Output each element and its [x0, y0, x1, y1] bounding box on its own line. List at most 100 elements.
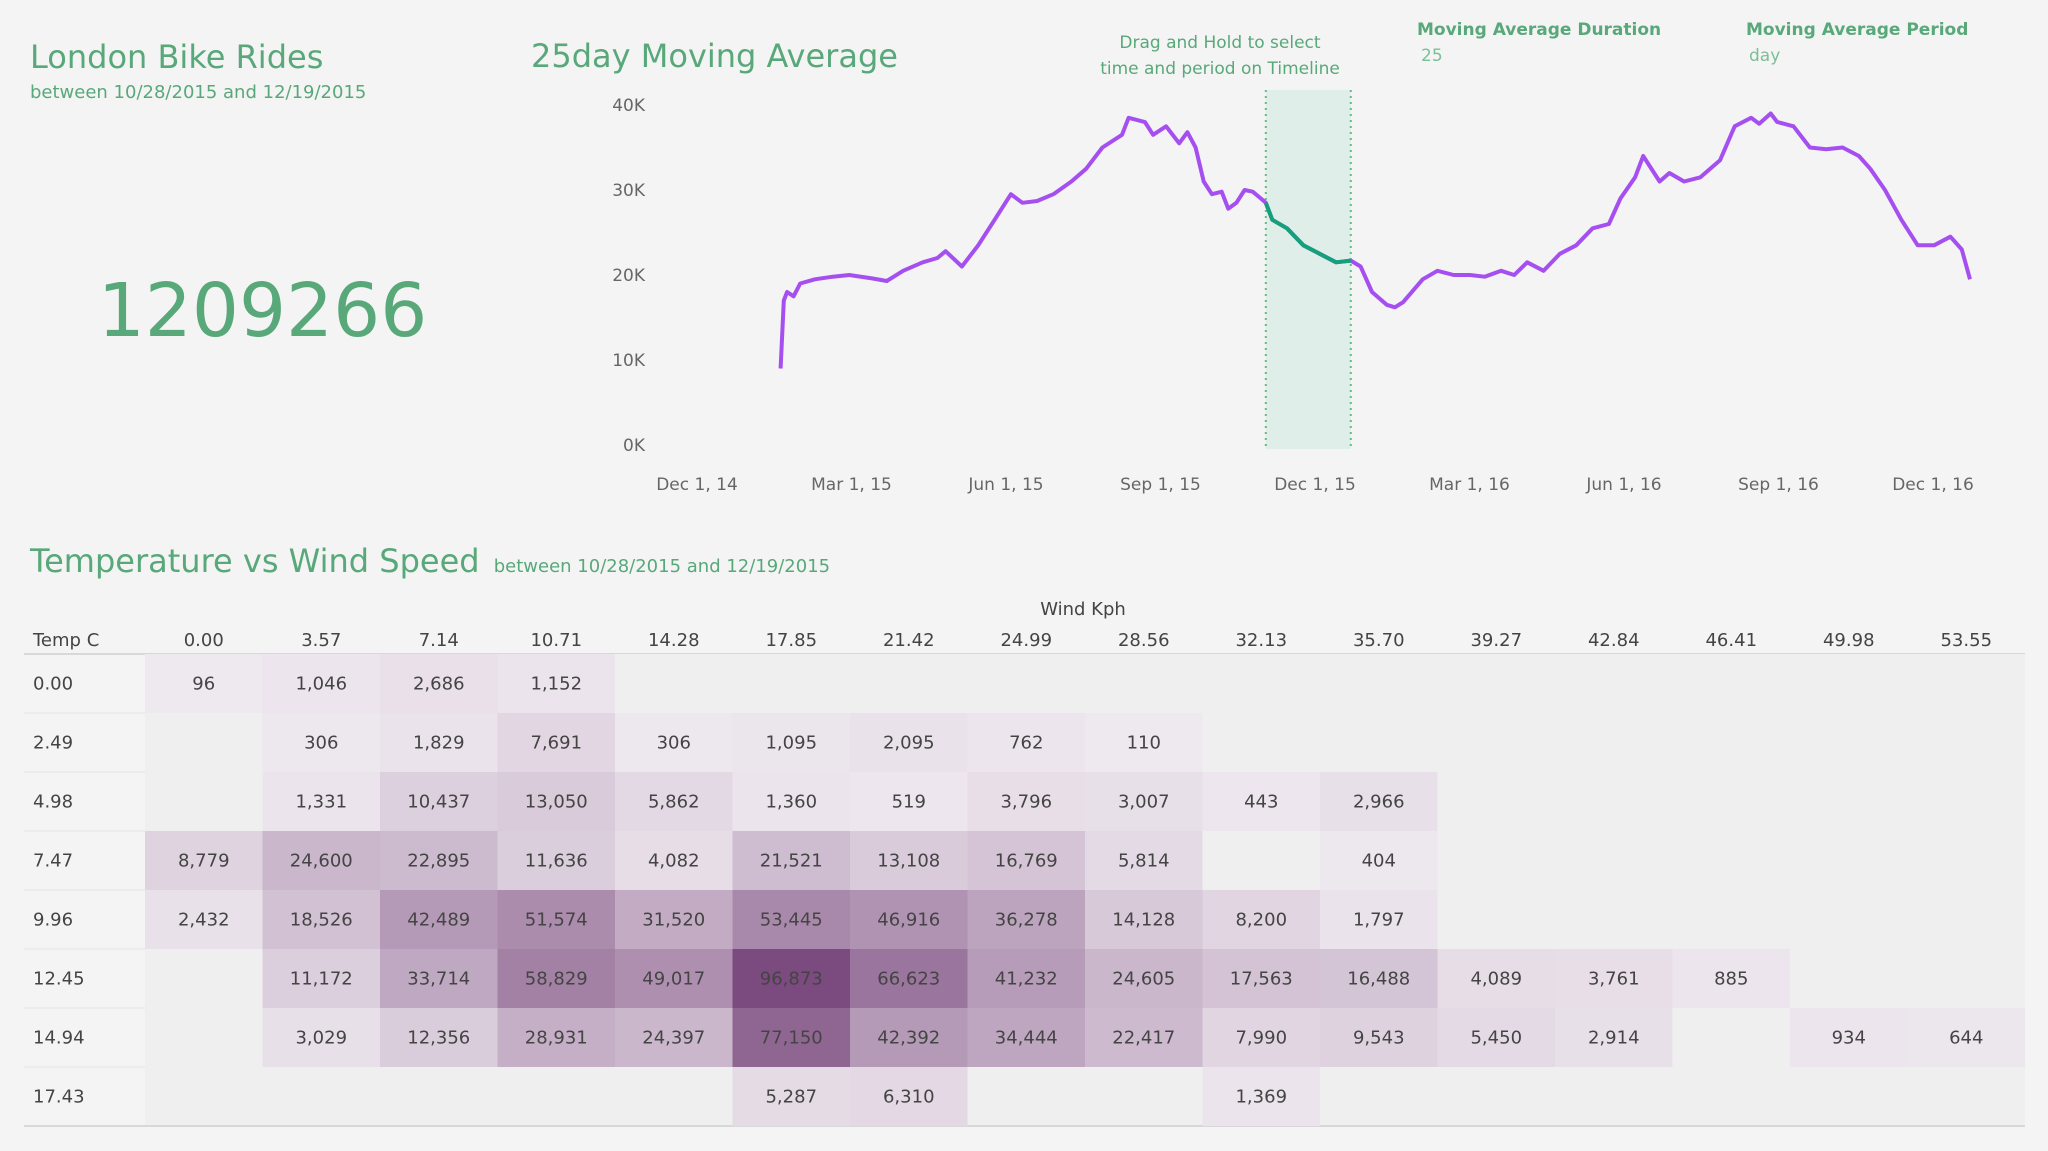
- moving-average-chart[interactable]: 0K 10K 20K 30K 40K Dec 1, 14 Mar 1, 15 Jun 1, 1…: [560, 70, 1980, 510]
- heatmap-cell[interactable]: [1202, 772, 1321, 831]
- heatmap-cell[interactable]: [850, 890, 968, 949]
- heatmap-cell[interactable]: [380, 831, 498, 890]
- heatmap-cell[interactable]: [850, 1008, 968, 1067]
- cell-value-label: 16,488: [1347, 969, 1410, 990]
- cell-value-label: 42,392: [877, 1028, 940, 1049]
- heatmap-cell[interactable]: [1085, 772, 1203, 831]
- column-header: 10.71: [530, 630, 582, 651]
- heatmap-cell[interactable]: [850, 713, 968, 772]
- heatmap-cell[interactable]: [732, 831, 851, 890]
- heatmap-cell[interactable]: [1085, 1008, 1203, 1067]
- x-tick-label: Mar 1, 16: [1429, 475, 1510, 495]
- heatmap-cell[interactable]: [1085, 949, 1203, 1008]
- heatmap-cell[interactable]: [262, 890, 381, 949]
- heatmap-cell[interactable]: [732, 949, 851, 1008]
- heatmap-cell[interactable]: [967, 831, 1086, 890]
- heatmap-cell[interactable]: [1320, 831, 1438, 890]
- moving-average-line[interactable]: [778, 111, 1972, 369]
- heatmap-cell[interactable]: [1672, 949, 1791, 1008]
- heatmap-cell[interactable]: [1085, 890, 1203, 949]
- heatmap-cell[interactable]: [497, 654, 616, 713]
- heatmap-cell[interactable]: [850, 949, 968, 1008]
- heatmap-cell[interactable]: [1555, 1008, 1673, 1067]
- heatmap-cell[interactable]: [380, 713, 498, 772]
- cell-value-label: 11,636: [525, 851, 588, 872]
- y-tick-label: 0K: [623, 436, 646, 456]
- heatmap-cell[interactable]: [262, 831, 381, 890]
- heatmap-cell[interactable]: [145, 654, 263, 713]
- heatmap-cell[interactable]: [1085, 713, 1203, 772]
- heatmap-cell[interactable]: [262, 654, 381, 713]
- cell-value-label: 4,089: [1470, 969, 1522, 990]
- heatmap-cell[interactable]: [262, 949, 381, 1008]
- selection-band[interactable]: [1265, 90, 1351, 449]
- cell-value-label: 46,916: [877, 910, 940, 931]
- heatmap-cell[interactable]: [1320, 1008, 1438, 1067]
- heatmap-cell[interactable]: [615, 831, 733, 890]
- heatmap-cell[interactable]: [1202, 890, 1321, 949]
- heatmap-cell[interactable]: [380, 772, 498, 831]
- heatmap-cell[interactable]: [1320, 772, 1438, 831]
- heatmap-cell[interactable]: [615, 713, 733, 772]
- heatmap-cell[interactable]: [967, 1008, 1086, 1067]
- cell-value-label: 36,278: [995, 910, 1058, 931]
- heatmap-cell[interactable]: [732, 1067, 851, 1126]
- heatmap-cell[interactable]: [497, 890, 616, 949]
- cell-value-label: 3,029: [295, 1028, 347, 1049]
- heatmap-cell[interactable]: [1437, 949, 1556, 1008]
- heatmap-cell[interactable]: [732, 713, 851, 772]
- selected-period-line[interactable]: [1263, 202, 1352, 265]
- heatmap-cell[interactable]: [615, 1008, 733, 1067]
- heatmap-cell[interactable]: [1202, 949, 1321, 1008]
- heatmap-cell[interactable]: [967, 713, 1086, 772]
- heatmap-cell[interactable]: [850, 1067, 968, 1126]
- heatmap-cell[interactable]: [497, 713, 616, 772]
- heatmap-cell[interactable]: [615, 890, 733, 949]
- heatmap-cell[interactable]: [967, 949, 1086, 1008]
- heatmap-cell[interactable]: [615, 949, 733, 1008]
- heatmap-cell[interactable]: [145, 890, 263, 949]
- temperature-wind-heatmap[interactable]: Wind Kph Temp C 0.00 3.57 7.14 10.71 14.28 17.8…: [0, 590, 2048, 1130]
- heatmap-cell[interactable]: [497, 831, 616, 890]
- cell-value-label: 18,526: [290, 910, 353, 931]
- period-param-value[interactable]: day: [1749, 46, 1781, 66]
- heatmap-cell[interactable]: [967, 772, 1086, 831]
- heatmap-cell[interactable]: [380, 654, 498, 713]
- heatmap-cell[interactable]: [1202, 1067, 1321, 1126]
- heatmap-cell[interactable]: [732, 1008, 851, 1067]
- heatmap-cell[interactable]: [262, 772, 381, 831]
- heatmap-cell[interactable]: [380, 890, 498, 949]
- heatmap-cell[interactable]: [380, 949, 498, 1008]
- heatmap-cell[interactable]: [1085, 831, 1203, 890]
- heatmap-cell[interactable]: [967, 890, 1086, 949]
- cell-value-label: 51,574: [525, 910, 588, 931]
- heatmap-cell[interactable]: [1202, 1008, 1321, 1067]
- heatmap-cell[interactable]: [1907, 1008, 2026, 1067]
- cell-value-label: 13,050: [525, 792, 588, 813]
- heatmap-cell[interactable]: [145, 831, 263, 890]
- heatmap-cell[interactable]: [615, 772, 733, 831]
- cell-value-label: 66,623: [877, 969, 940, 990]
- heatmap-cell[interactable]: [1555, 949, 1673, 1008]
- heatmap-cell[interactable]: [262, 713, 381, 772]
- heatmap-cell[interactable]: [850, 772, 968, 831]
- heatmap-cell[interactable]: [1320, 890, 1438, 949]
- heatmap-cell[interactable]: [380, 1008, 498, 1067]
- heatmap-cell[interactable]: [732, 772, 851, 831]
- heatmap-cell[interactable]: [732, 890, 851, 949]
- cell-value-label: 2,095: [883, 733, 935, 754]
- cell-value-label: 22,895: [407, 851, 470, 872]
- heatmap-cell[interactable]: [497, 949, 616, 1008]
- cell-value-label: 1,797: [1353, 910, 1405, 931]
- duration-param-value[interactable]: 25: [1421, 46, 1443, 66]
- heatmap-cell[interactable]: [497, 772, 616, 831]
- heatmap-cell[interactable]: [850, 831, 968, 890]
- heatmap-cell[interactable]: [1320, 949, 1438, 1008]
- cell-value-label: 2,432: [178, 910, 230, 931]
- heatmap-cell[interactable]: [497, 1008, 616, 1067]
- heatmap-cell[interactable]: [1790, 1008, 1908, 1067]
- heatmap-cell[interactable]: [262, 1008, 381, 1067]
- cell-value-label: 519: [892, 792, 926, 813]
- heatmap-cell[interactable]: [1437, 1008, 1556, 1067]
- kpi-title: London Bike Rides: [30, 38, 324, 76]
